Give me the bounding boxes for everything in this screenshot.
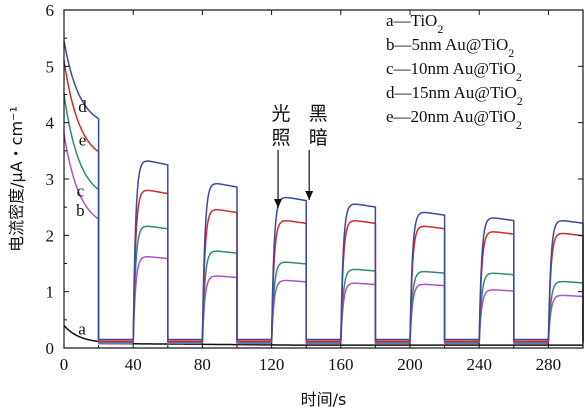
legend-item: c—10nm Au@TiO2 — [386, 59, 522, 84]
y-axis-label: 电流密度/μA・cm⁻¹ — [7, 106, 26, 252]
y-tick-label: 6 — [46, 1, 55, 20]
legend-subscript: 2 — [508, 46, 514, 60]
y-tick-label: 5 — [46, 57, 55, 76]
y-tick-label: 1 — [46, 283, 55, 302]
annotation-dark: 暗 — [309, 127, 328, 149]
annotation-light-on: 光 — [272, 103, 291, 125]
series-label-a: a — [78, 319, 86, 338]
legend-item: b—5nm Au@TiO2 — [386, 35, 514, 60]
series-label-d: d — [78, 97, 87, 116]
x-tick-label: 40 — [125, 355, 142, 374]
annotation-light-on: 照 — [272, 127, 291, 149]
y-tick-label: 2 — [46, 226, 55, 245]
axis-ticks: 0 40 80 120 160 200 240 280 0 1 2 3 4 5 6 — [46, 1, 583, 374]
plot-lines — [63, 40, 584, 346]
dark-arrow-head — [305, 191, 314, 200]
series-line-e — [63, 60, 584, 342]
x-tick-label: 120 — [259, 355, 285, 374]
x-tick-label: 280 — [536, 355, 562, 374]
legend-item: e—20nm Au@TiO2 — [386, 107, 522, 132]
legend-subscript: 2 — [516, 118, 522, 132]
series-line-a — [63, 324, 583, 346]
y-tick-label: 3 — [46, 170, 55, 189]
x-tick-label: 0 — [60, 355, 69, 374]
y-tick-label: 0 — [46, 339, 55, 358]
legend-subscript: 2 — [516, 70, 522, 84]
series-line-b — [63, 133, 584, 345]
legend-item: d—15nm Au@TiO2 — [386, 83, 523, 108]
light-on-arrow-head — [274, 199, 283, 208]
series-label-b: b — [76, 201, 85, 220]
series-label-e: e — [79, 131, 87, 150]
y-tick-label: 4 — [46, 114, 55, 133]
legend-item: a—TiO2 — [386, 11, 443, 36]
legend-subscript: 2 — [437, 22, 443, 36]
x-tick-label: 160 — [328, 355, 354, 374]
x-tick-label: 240 — [466, 355, 492, 374]
series-label-c: c — [77, 181, 85, 200]
series-line-c — [63, 94, 584, 344]
series-labels: a bc ed — [76, 97, 87, 339]
legend-subscript: 2 — [517, 94, 523, 108]
x-axis-label: 时间/s — [301, 390, 347, 409]
x-tick-label: 80 — [194, 355, 211, 374]
annotation-dark: 黑 — [309, 103, 328, 125]
x-tick-label: 200 — [397, 355, 423, 374]
series-line-d — [63, 40, 584, 341]
